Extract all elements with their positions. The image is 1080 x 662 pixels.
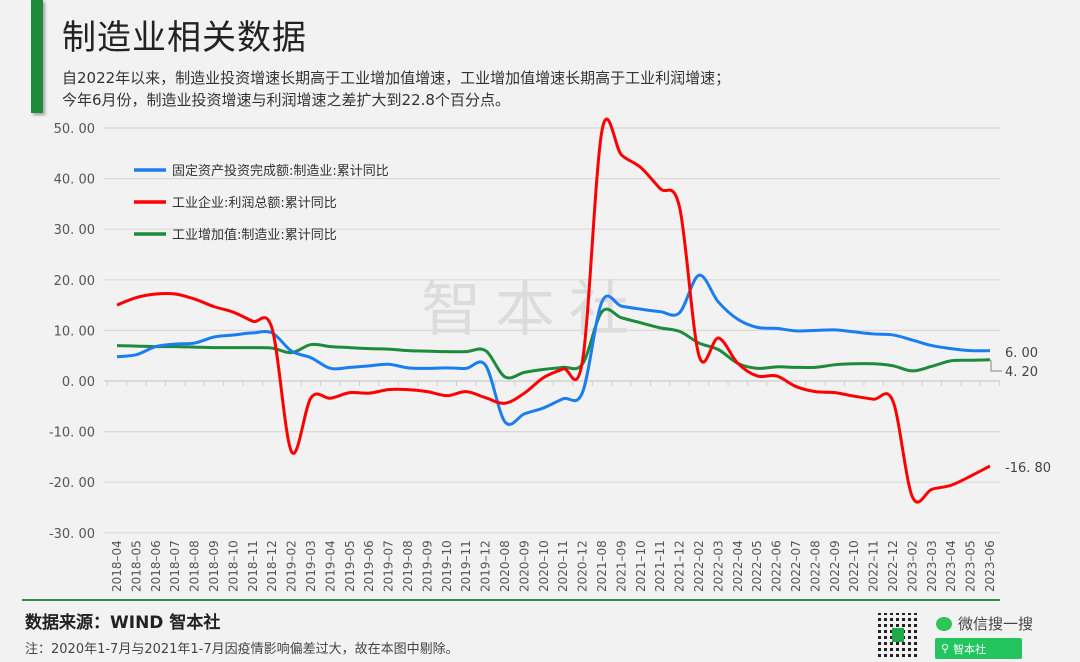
y-tick-label: 0. 00: [62, 375, 95, 390]
x-tick-label: 2019–05: [343, 540, 357, 592]
y-tick-label: -20. 00: [49, 476, 95, 491]
x-tick-label: 2021–09: [614, 540, 628, 592]
wechat-search-text: 智本社: [953, 642, 987, 656]
x-tick-label: 2023–05: [964, 540, 978, 592]
subtitle-line-1: 自2022年以来，制造业投资增速长期高于工业增加值增速，工业增加值增速长期高于工…: [62, 69, 731, 87]
x-tick-label: 2021–12: [673, 540, 687, 592]
x-tick-label: 2021–11: [653, 540, 667, 592]
x-tick-label: 2022–03: [711, 540, 725, 592]
y-tick-label: 20. 00: [54, 274, 95, 289]
x-tick-label: 2022–09: [828, 540, 842, 592]
search-icon: ⚲: [941, 642, 950, 655]
x-tick-label: 2018–08: [188, 540, 202, 592]
x-tick-label: 2019–11: [459, 540, 473, 592]
x-tick-label: 2019–10: [440, 540, 454, 592]
y-tick-label: -10. 00: [49, 426, 95, 441]
y-tick-label: -30. 00: [49, 527, 95, 542]
series-lines: [116, 117, 991, 504]
x-tick-label: 2019–02: [285, 540, 299, 592]
wechat-label-text: 微信搜一搜: [958, 615, 1034, 633]
x-tick-label: 2018–11: [246, 540, 260, 592]
x-tick-label: 2019–09: [420, 540, 434, 592]
x-tick-label: 2019–07: [382, 540, 396, 592]
series-line-fai-manufacturing: [116, 273, 991, 426]
x-tick-label: 2018–04: [110, 540, 124, 592]
qr-logo: [892, 628, 904, 642]
y-tick-label: 30. 00: [54, 223, 95, 238]
x-tick-label: 2022–06: [770, 540, 784, 592]
x-tick-label: 2019–03: [304, 540, 318, 592]
x-tick-label: 2020–09: [517, 540, 531, 592]
legend-item-profit: 工业企业:利润总额:累计同比: [172, 195, 337, 211]
wechat-search-button[interactable]: ⚲ 智本社: [935, 638, 1022, 659]
end-value-label: 4. 20: [1005, 365, 1038, 380]
x-tick-label: 2021–08: [595, 540, 609, 592]
x-tick-label: 2023–02: [905, 540, 919, 592]
end-value-label: -16. 80: [1005, 461, 1051, 476]
subtitle-line-2: 今年6月份，制造业投资增速与利润增速之差扩大到22.8个百分点。: [62, 91, 510, 109]
x-tick-label: 2018–06: [149, 540, 163, 592]
x-tick-label: 2019–12: [479, 540, 493, 592]
legend-item-value-added: 工业增加值:制造业:累计同比: [172, 227, 337, 243]
y-tick-label: 40. 00: [54, 173, 95, 188]
x-tick-label: 2019–08: [401, 540, 415, 592]
x-tick-label: 2023–04: [944, 540, 958, 592]
x-tick-label: 2018–07: [168, 540, 182, 592]
x-tick-label: 2019–06: [362, 540, 376, 592]
x-tick-label: 2019–04: [323, 540, 337, 592]
series-line-industrial-value-added: [116, 307, 991, 380]
footnote: 注：2020年1-7月与2021年1-7月因疫情影响偏差过大，故在本图中剔除。: [25, 642, 459, 657]
page-title: 制造业相关数据: [62, 18, 307, 58]
series-line-industrial-profit: [116, 117, 991, 504]
x-tick-label: 2018–12: [265, 540, 279, 592]
x-tick-label: 2022–08: [808, 540, 822, 592]
x-tick-label: 2022–10: [847, 540, 861, 592]
x-tick-label: 2020–10: [537, 540, 551, 592]
end-value-labels: 6. 00 4. 20 -16. 80: [990, 346, 1051, 476]
legend-item-fai: 固定资产投资完成额:制造业:累计同比: [172, 163, 389, 179]
x-tick-label: 2021–10: [634, 540, 648, 592]
title-accent-bar: [31, 0, 43, 113]
data-source: 数据来源：WIND 智本社: [25, 613, 221, 633]
x-tick-label: 2018–10: [226, 540, 240, 592]
x-tick-label: 2020–11: [556, 540, 570, 592]
x-tick-label: 2022–12: [886, 540, 900, 592]
footer-divider: [22, 599, 1000, 601]
x-tick-label: 2022–04: [731, 540, 745, 592]
subtitle: 自2022年以来，制造业投资增速长期高于工业增加值增速，工业增加值增速长期高于工…: [62, 67, 730, 111]
y-axis-ticks: 50. 00 40. 00 30. 00 20. 00 10. 00 0. 00 -10. …: [49, 122, 95, 542]
y-tick-label: 50. 00: [54, 122, 95, 137]
x-tick-label: 2023–06: [983, 540, 997, 592]
end-value-label: 6. 00: [1005, 346, 1038, 361]
y-tick-label: 10. 00: [54, 324, 95, 339]
x-tick-label: 2020–12: [576, 540, 590, 592]
x-tick-label: 2022–11: [867, 540, 881, 592]
x-axis: 2018–04 2018–05 2018–06 2018–07 2018–08 2018–…: [104, 380, 1001, 592]
x-tick-label: 2020–08: [498, 540, 512, 592]
x-tick-label: 2018–05: [129, 540, 143, 592]
x-tick-label: 2022–02: [692, 540, 706, 592]
x-tick-label: 2022–05: [750, 540, 764, 592]
wechat-icon: [936, 616, 952, 631]
x-tick-label: 2022–07: [789, 540, 803, 592]
wechat-search-label: 微信搜一搜: [936, 613, 1033, 634]
x-tick-label: 2023–03: [925, 540, 939, 592]
x-tick-label: 2018–09: [207, 540, 221, 592]
legend: 固定资产投资完成额:制造业:累计同比工业企业:利润总额:累计同比工业增加值:制造…: [134, 163, 389, 243]
